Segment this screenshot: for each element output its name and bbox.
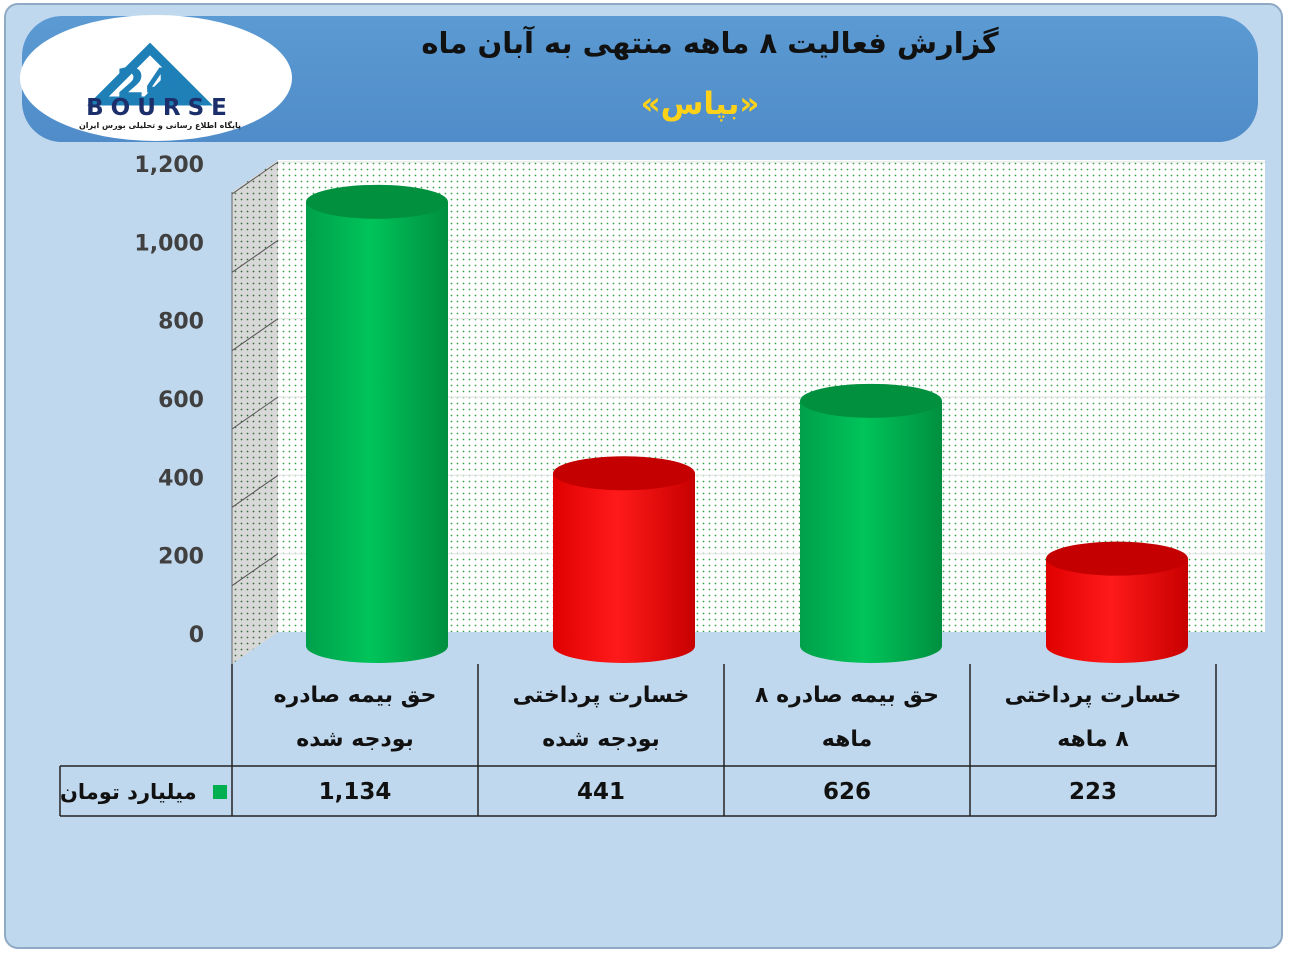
logo-wordmark: BOURSE bbox=[86, 95, 234, 121]
legend-swatch bbox=[212, 785, 227, 799]
y-axis-ticks: 0 200 400 600 800 1,000 1,200 bbox=[134, 153, 204, 648]
bar-body bbox=[553, 473, 695, 663]
legend-series-name: میلیارد تومان bbox=[60, 780, 197, 804]
bourse24-logo: 24 bbox=[20, 15, 292, 141]
data-table-value: 223 bbox=[1068, 779, 1117, 805]
bar bbox=[800, 383, 942, 663]
y-tick-label: 1,200 bbox=[134, 153, 204, 178]
logo-tagline: پایگاه اطلاع رسانی و تحلیلی بورس ایران bbox=[78, 121, 242, 130]
legend-item: میلیارد تومان bbox=[60, 770, 230, 814]
bar-body bbox=[1046, 558, 1188, 663]
bar-top bbox=[1046, 541, 1188, 576]
plot-side-wall bbox=[232, 160, 278, 664]
bars-group bbox=[306, 184, 1188, 663]
page-title: گزارش فعالیت ۸ ماهه منتهی به آبان ماه bbox=[421, 26, 999, 60]
data-table-value: 626 bbox=[822, 779, 871, 805]
x-category-label: خسارت پرداختی ۸ ماهه bbox=[1004, 683, 1182, 752]
company-name: «بپاس» bbox=[640, 86, 760, 122]
x-category-label: حق بیمه صادره ۸ ماهه bbox=[755, 683, 939, 752]
gridline-side bbox=[231, 239, 279, 273]
x-category-label: حق بیمه صادره بودجه شده bbox=[273, 683, 437, 752]
gridline-side bbox=[231, 318, 279, 352]
y-tick-label: 200 bbox=[158, 545, 204, 570]
bar bbox=[553, 456, 695, 663]
bar-top bbox=[553, 456, 695, 491]
svg-text:24: 24 bbox=[116, 59, 174, 108]
logo-mark-icon: 24 bbox=[87, 42, 213, 108]
gridline-side bbox=[231, 474, 279, 508]
y-tick-label: 0 bbox=[189, 623, 204, 648]
gridline-side bbox=[231, 161, 279, 195]
data-table-grid bbox=[59, 664, 1217, 817]
x-category-label: خسارت پرداختی بودجه شده bbox=[512, 683, 690, 752]
bar-top bbox=[306, 184, 448, 219]
bar-top bbox=[800, 383, 942, 418]
y-tick-label: 600 bbox=[158, 388, 204, 413]
bar bbox=[306, 184, 448, 663]
gridline-side bbox=[231, 396, 279, 430]
bar-body bbox=[306, 201, 448, 663]
data-table-value: 1,134 bbox=[318, 779, 392, 805]
data-table-value: 441 bbox=[576, 779, 625, 805]
y-tick-label: 1,000 bbox=[134, 231, 204, 256]
y-tick-label: 800 bbox=[158, 310, 204, 335]
y-tick-label: 400 bbox=[158, 466, 204, 491]
gridline-side bbox=[231, 553, 279, 587]
bar bbox=[1046, 541, 1188, 663]
bar-body bbox=[800, 400, 942, 663]
